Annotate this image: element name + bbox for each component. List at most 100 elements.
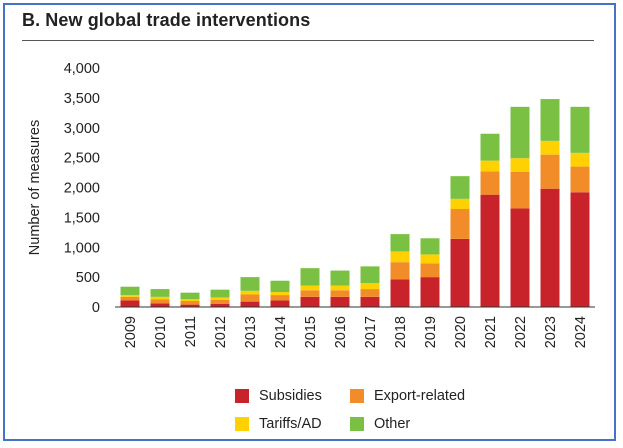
bar-subsidies-2011: [180, 304, 200, 307]
bar-subsidies-2018: [390, 279, 410, 307]
bar-subsidies-2021: [480, 194, 500, 307]
bar-export-related-2009: [120, 296, 140, 301]
x-tick-label: 2013: [243, 316, 259, 348]
bar-export-related-2022: [510, 171, 530, 209]
title-divider: [22, 40, 594, 41]
bar-tariffs-ad-2021: [480, 160, 500, 172]
bar-other-2013: [240, 277, 260, 291]
bar-other-2011: [180, 292, 200, 300]
bar-other-2012: [210, 289, 230, 298]
bar-export-related-2014: [270, 295, 290, 301]
bar-export-related-2016: [330, 290, 350, 297]
bar-subsidies-2015: [300, 296, 320, 307]
legend-swatch-other: [350, 417, 364, 431]
x-tick-label: 2021: [483, 316, 499, 348]
legend-item-subsidies: Subsidies: [235, 388, 322, 404]
x-tick-label: 2014: [273, 316, 289, 348]
bar-subsidies-2017: [360, 296, 380, 307]
bar-tariffs-ad-2018: [390, 251, 410, 263]
bar-export-related-2021: [480, 171, 500, 195]
legend-swatch-subsidies: [235, 389, 249, 403]
x-tick-label: 2023: [543, 316, 559, 348]
bar-export-related-2010: [150, 299, 170, 304]
bar-export-related-2023: [540, 154, 560, 189]
bar-tariffs-ad-2009: [120, 295, 140, 297]
x-tick-label: 2012: [213, 316, 229, 348]
bar-other-2022: [510, 106, 530, 159]
bar-other-2010: [150, 289, 170, 297]
bar-tariffs-ad-2022: [510, 158, 530, 172]
y-axis-label: Number of measures: [27, 120, 43, 255]
bar-export-related-2015: [300, 290, 320, 297]
bar-tariffs-ad-2010: [150, 296, 170, 300]
y-tick-label: 1,500: [64, 210, 100, 226]
bar-tariffs-ad-2012: [210, 297, 230, 300]
legend-swatch-tariffs-ad: [235, 417, 249, 431]
x-tick-label: 2017: [363, 316, 379, 348]
bar-other-2020: [450, 176, 470, 199]
bar-tariffs-ad-2016: [330, 285, 350, 291]
legend-label-subsidies: Subsidies: [259, 388, 322, 404]
y-tick-label: 1,000: [64, 240, 100, 256]
bar-other-2016: [330, 270, 350, 286]
bar-export-related-2011: [180, 301, 200, 305]
x-tick-label: 2010: [153, 316, 169, 348]
legend-item-export-related: Export-related: [350, 388, 465, 404]
bar-export-related-2012: [210, 299, 230, 305]
bar-export-related-2013: [240, 294, 260, 302]
bar-tariffs-ad-2013: [240, 290, 260, 295]
legend-label-tariffs-ad: Tariffs/AD: [259, 416, 322, 432]
bar-other-2015: [300, 268, 320, 286]
bar-tariffs-ad-2014: [270, 292, 290, 296]
bar-other-2017: [360, 266, 380, 284]
bar-subsidies-2022: [510, 208, 530, 307]
bar-subsidies-2024: [570, 192, 590, 307]
bar-subsidies-2016: [330, 296, 350, 307]
legend-swatch-export-related: [350, 389, 364, 403]
y-tick-label: 3,000: [64, 121, 100, 137]
x-tick-label: 2016: [333, 316, 349, 348]
bar-subsidies-2023: [540, 188, 560, 307]
legend-label-export-related: Export-related: [374, 388, 466, 404]
bar-subsidies-2019: [420, 277, 440, 307]
bar-export-related-2020: [450, 209, 470, 239]
bar-tariffs-ad-2024: [570, 152, 590, 167]
legend-label-other: Other: [374, 416, 411, 432]
bar-other-2019: [420, 238, 440, 255]
bar-tariffs-ad-2023: [540, 140, 560, 155]
bar-tariffs-ad-2011: [180, 299, 200, 302]
x-tick-label: 2018: [393, 316, 409, 348]
y-tick-label: 2,500: [64, 151, 100, 167]
bar-subsidies-2009: [120, 300, 140, 307]
x-tick-label: 2024: [573, 316, 589, 348]
bar-other-2023: [540, 99, 560, 141]
bar-subsidies-2012: [210, 304, 230, 307]
legend-item-tariffs-ad: Tariffs/AD: [235, 416, 322, 432]
bar-subsidies-2020: [450, 238, 470, 307]
bar-export-related-2019: [420, 263, 440, 278]
bar-subsidies-2013: [240, 301, 260, 307]
y-tick-label: 4,000: [64, 61, 100, 77]
bar-tariffs-ad-2017: [360, 283, 380, 290]
bar-subsidies-2010: [150, 303, 170, 307]
legend-item-other: Other: [350, 416, 410, 432]
y-tick-label: 500: [76, 270, 100, 286]
x-tick-label: 2020: [453, 316, 469, 348]
bar-other-2024: [570, 106, 590, 153]
legend: Subsidies Export-related Tariffs/AD Othe…: [235, 388, 535, 438]
x-tick-label: 2022: [513, 316, 529, 348]
bar-other-2021: [480, 133, 500, 161]
bar-export-related-2018: [390, 262, 410, 280]
bar-export-related-2017: [360, 289, 380, 297]
bar-tariffs-ad-2020: [450, 198, 470, 210]
chart-title: B. New global trade interventions: [22, 10, 311, 30]
bar-other-2018: [390, 234, 410, 252]
x-tick-label: 2009: [123, 316, 139, 348]
bar-tariffs-ad-2015: [300, 285, 320, 291]
y-tick-label: 2,000: [64, 181, 100, 197]
x-tick-label: 2011: [183, 316, 199, 347]
bar-export-related-2024: [570, 166, 590, 193]
x-tick-label: 2019: [423, 316, 439, 348]
y-tick-label: 3,500: [64, 91, 100, 107]
